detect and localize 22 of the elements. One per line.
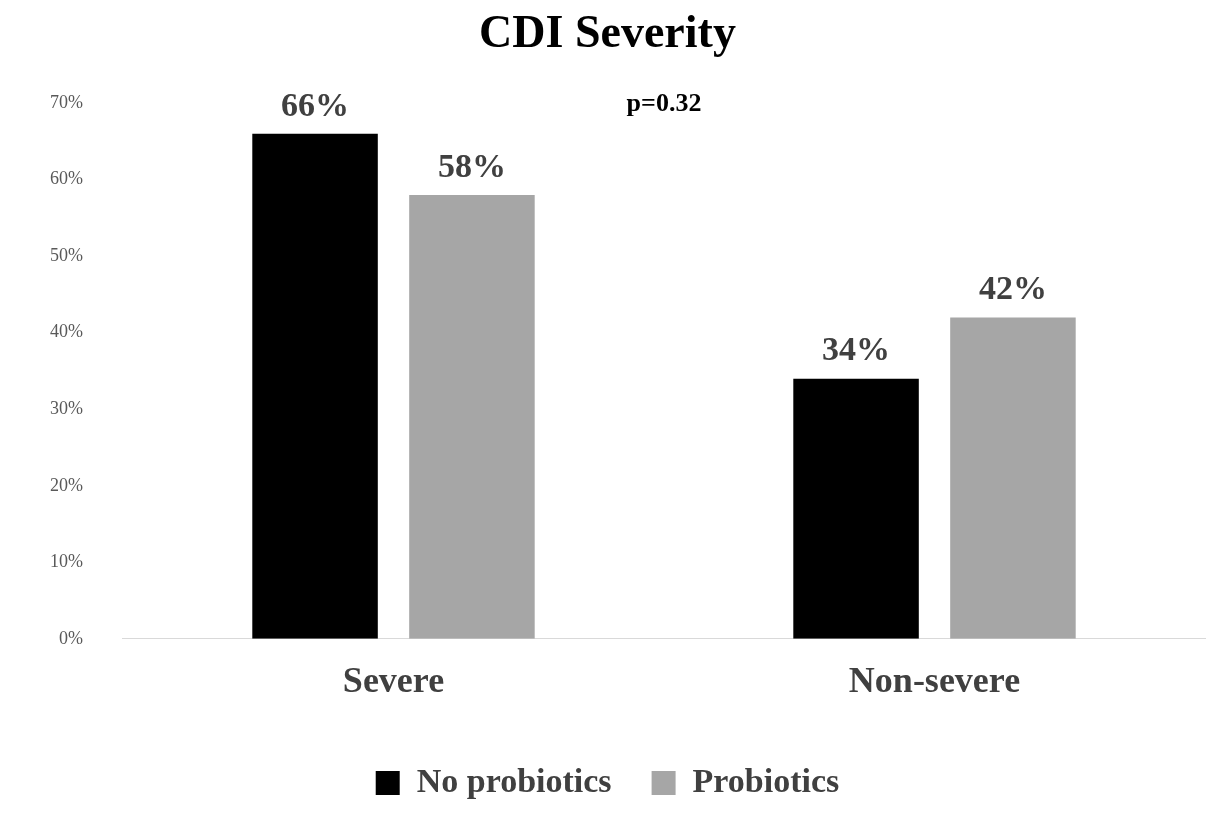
y-tick-label: 70%	[49, 91, 83, 112]
bar	[252, 133, 378, 639]
legend-label: No probiotics	[416, 761, 612, 799]
data-label: 42%	[978, 269, 1047, 307]
chart-title: CDI Severity	[479, 6, 736, 58]
legend-label: Probiotics	[692, 761, 840, 799]
y-tick-label: 20%	[49, 474, 83, 495]
x-tick-label: Severe	[342, 659, 445, 700]
x-tick-label: Non-severe	[848, 659, 1021, 700]
bar	[793, 378, 919, 639]
y-tick-label: 30%	[49, 397, 83, 418]
y-tick-label: 10%	[49, 551, 83, 572]
annotation: p=0.32	[626, 87, 702, 117]
y-tick-label: 0%	[58, 627, 83, 648]
bar	[950, 317, 1076, 639]
bar	[409, 195, 535, 639]
data-label: 58%	[437, 146, 506, 184]
data-label: 34%	[822, 330, 891, 368]
y-tick-label: 60%	[49, 168, 83, 189]
data-label: 66%	[281, 85, 350, 123]
y-tick-label: 40%	[49, 321, 83, 342]
y-tick-label: 50%	[49, 244, 83, 265]
